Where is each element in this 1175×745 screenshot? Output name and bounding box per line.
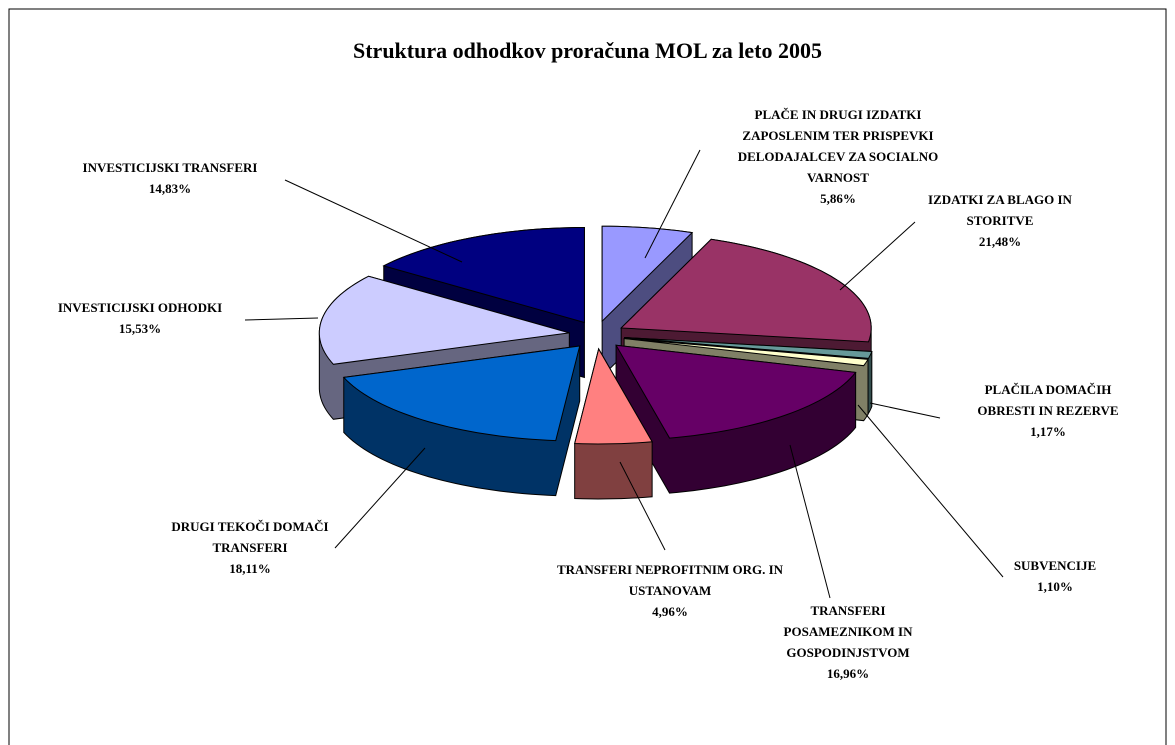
slice — [615, 344, 857, 439]
slice — [620, 238, 872, 343]
slice-label: PLAČE IN DRUGI IZDATKI ZAPOSLENIM TER PR… — [718, 104, 958, 209]
slice-label: TRANSFERI POSAMEZNIKOM IN GOSPODINJSTVOM… — [763, 600, 933, 684]
value-label: 1,10% — [1037, 579, 1073, 594]
slice — [342, 345, 581, 442]
category-label: IZDATKI ZA BLAGO IN STORITVE — [928, 192, 1072, 228]
leader-line — [839, 221, 916, 291]
value-label: 18,11% — [229, 561, 271, 576]
category-label: SUBVENCIJE — [1013, 558, 1097, 573]
leader-line — [857, 404, 1004, 578]
category-label: PLAČE IN DRUGI IZDATKI ZAPOSLENIM TER PR… — [737, 107, 939, 185]
slice — [574, 347, 653, 445]
slice-label: SUBVENCIJE 1,10% — [995, 555, 1115, 597]
slice-label: INVESTICIJSKI TRANSFERI 14,83% — [45, 157, 295, 199]
leader-line — [284, 179, 463, 263]
slice-label: PLAČILA DOMAČIH OBRESTI IN REZERVE 1,17% — [961, 379, 1136, 442]
slice-label: IZDATKI ZA BLAGO IN STORITVE 21,48% — [905, 189, 1095, 252]
value-label: 14,83% — [148, 181, 192, 196]
slice — [382, 226, 585, 324]
slice-label: INVESTICIJSKI ODHODKI 15,53% — [25, 297, 255, 339]
category-label: INVESTICIJSKI ODHODKI — [57, 300, 223, 315]
value-label: 21,48% — [978, 234, 1022, 249]
leader-line — [244, 317, 319, 321]
slice — [624, 337, 873, 359]
category-label: TRANSFERI NEPROFITNIM ORG. IN USTANOVAM — [556, 562, 784, 598]
value-label: 15,53% — [118, 321, 162, 336]
value-label: 1,17% — [1030, 424, 1066, 439]
slice — [318, 275, 570, 365]
category-label: PLAČILA DOMAČIH OBRESTI IN REZERVE — [977, 382, 1119, 418]
value-label: 5,86% — [820, 191, 856, 206]
slice — [601, 225, 694, 323]
slice-label: DRUGI TEKOČI DOMAČI TRANSFERI 18,11% — [148, 516, 353, 579]
category-label: INVESTICIJSKI TRANSFERI — [82, 160, 258, 175]
leader-line — [619, 461, 666, 551]
slice — [624, 338, 869, 367]
chart-border — [8, 8, 1167, 745]
leader-line — [334, 447, 426, 549]
leader-line — [789, 444, 831, 599]
value-label: 4,96% — [652, 604, 688, 619]
category-label: TRANSFERI POSAMEZNIKOM IN GOSPODINJSTVOM — [783, 603, 913, 660]
category-label: DRUGI TEKOČI DOMAČI TRANSFERI — [171, 519, 329, 555]
slice-label: TRANSFERI NEPROFITNIM ORG. IN USTANOVAM 4… — [555, 559, 785, 622]
chart-title: Struktura odhodkov proračuna MOL za leto… — [353, 38, 822, 63]
leader-line — [869, 402, 941, 419]
leader-line — [644, 149, 701, 259]
value-label: 16,96% — [826, 666, 870, 681]
